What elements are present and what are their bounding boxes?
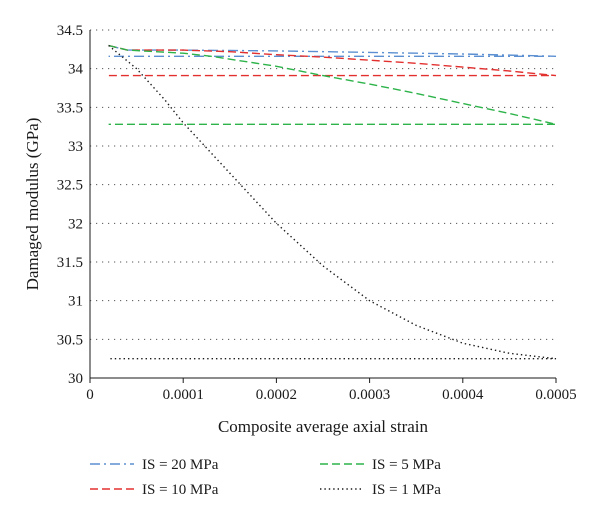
y-tick-label: 33.5: [57, 100, 83, 116]
x-tick-label: 0.0002: [256, 387, 297, 403]
series-line: [108, 44, 557, 57]
legend-label: IS = 10 MPa: [142, 482, 219, 498]
x-tick-label: 0.0003: [349, 387, 390, 403]
y-tick-label: 32.5: [57, 178, 83, 194]
y-axis-label: Damaged modulus (GPa): [23, 118, 42, 291]
legend-label: IS = 20 MPa: [142, 457, 219, 473]
y-tick-label: 30: [68, 371, 83, 387]
y-tick-label: 34.5: [57, 23, 83, 39]
series-lines: [108, 44, 557, 360]
legend-label: IS = 1 MPa: [372, 482, 441, 498]
x-tick-labels: 0 0.0001 0.0002 0.0003 0.0004 0.0005: [86, 387, 576, 403]
series-line: [108, 44, 557, 126]
x-tick-label: 0.0005: [535, 387, 576, 403]
series-line: [108, 44, 557, 77]
legend-label: IS = 5 MPa: [372, 457, 441, 473]
y-tick-labels: 30 30.5 31 31.5 32 32.5 33 33.5 34 34.5: [57, 23, 84, 387]
y-tick-label: 34: [68, 62, 84, 78]
y-tick-label: 31.5: [57, 255, 83, 271]
x-tick-label: 0.0004: [442, 387, 484, 403]
legend: IS = 20 MPa IS = 10 MPa IS = 5 MPa IS = 1 M…: [90, 457, 441, 498]
y-tick-label: 33: [68, 139, 83, 155]
y-tick-label: 30.5: [57, 332, 83, 348]
series-line: [108, 44, 557, 360]
x-tick-label: 0.0001: [163, 387, 204, 403]
axes: [89, 30, 556, 379]
y-tick-label: 32: [68, 216, 83, 232]
y-tick-label: 31: [68, 294, 83, 310]
grid-lines: [89, 29, 557, 383]
x-tick-label: 0: [86, 387, 94, 403]
x-axis-label: Composite average axial strain: [218, 417, 429, 436]
